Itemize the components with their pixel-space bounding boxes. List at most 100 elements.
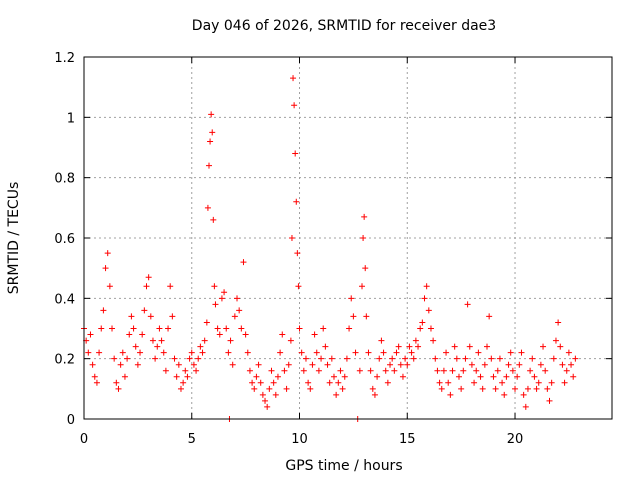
data-point xyxy=(281,367,288,374)
data-point xyxy=(315,367,322,374)
data-point xyxy=(436,379,443,386)
data-point xyxy=(115,385,122,392)
data-point xyxy=(531,373,538,380)
data-point xyxy=(563,367,570,374)
data-point xyxy=(350,313,357,320)
data-point xyxy=(572,355,579,362)
data-point xyxy=(339,385,346,392)
data-point xyxy=(128,313,135,320)
data-point xyxy=(464,301,471,308)
data-point xyxy=(300,367,307,374)
data-point xyxy=(117,361,124,368)
data-point xyxy=(291,102,298,109)
data-point xyxy=(440,367,447,374)
data-point xyxy=(119,349,126,356)
data-point xyxy=(417,325,424,332)
data-point xyxy=(561,379,568,386)
data-point xyxy=(369,385,376,392)
data-point xyxy=(565,349,572,356)
data-point xyxy=(246,367,253,374)
data-point xyxy=(399,373,406,380)
data-point xyxy=(180,379,187,386)
data-point xyxy=(182,367,189,374)
data-point xyxy=(149,337,156,344)
data-point xyxy=(484,343,491,350)
data-point xyxy=(447,391,454,398)
data-point xyxy=(412,337,419,344)
data-point xyxy=(218,295,225,302)
data-point xyxy=(199,349,206,356)
data-point xyxy=(205,162,212,169)
data-point xyxy=(494,367,501,374)
data-point xyxy=(380,349,387,356)
data-point xyxy=(162,367,169,374)
data-point xyxy=(404,361,411,368)
data-point xyxy=(89,361,96,368)
data-points xyxy=(81,75,579,422)
data-point xyxy=(207,138,214,145)
data-point xyxy=(389,355,396,362)
data-point xyxy=(356,367,363,374)
data-point xyxy=(270,379,277,386)
grid-lines xyxy=(84,57,612,419)
data-point xyxy=(147,313,154,320)
data-point xyxy=(451,343,458,350)
data-point xyxy=(266,385,273,392)
data-point xyxy=(184,373,191,380)
data-point xyxy=(227,337,234,344)
axis-ticks xyxy=(83,56,612,420)
data-point xyxy=(272,391,279,398)
data-point xyxy=(139,331,146,338)
data-point xyxy=(145,274,152,281)
data-point xyxy=(274,373,281,380)
data-point xyxy=(137,349,144,356)
data-point xyxy=(512,385,519,392)
data-point xyxy=(537,361,544,368)
data-point xyxy=(167,283,174,290)
data-point xyxy=(533,385,540,392)
data-point xyxy=(324,361,331,368)
data-point xyxy=(406,343,413,350)
y-tick-label: 0.8 xyxy=(54,172,75,187)
data-point xyxy=(475,349,482,356)
data-point xyxy=(481,361,488,368)
data-point xyxy=(393,349,400,356)
data-point xyxy=(255,361,262,368)
data-point xyxy=(296,325,303,332)
data-point xyxy=(165,325,172,332)
data-point xyxy=(471,379,478,386)
data-point xyxy=(550,355,557,362)
data-point xyxy=(415,343,422,350)
data-point xyxy=(302,355,309,362)
data-point xyxy=(527,367,534,374)
data-point xyxy=(518,349,525,356)
data-point xyxy=(208,111,215,118)
data-point xyxy=(402,355,409,362)
data-point xyxy=(113,379,120,386)
data-point xyxy=(570,373,577,380)
data-point xyxy=(548,379,555,386)
data-point xyxy=(524,385,531,392)
data-point xyxy=(341,373,348,380)
data-point xyxy=(298,349,305,356)
x-tick-label: 5 xyxy=(188,432,196,447)
x-tick-label: 20 xyxy=(507,432,524,447)
data-point xyxy=(177,385,184,392)
data-point xyxy=(542,367,549,374)
data-point xyxy=(264,403,271,410)
data-point xyxy=(318,355,325,362)
data-point xyxy=(544,385,551,392)
data-point xyxy=(382,367,389,374)
data-point xyxy=(466,343,473,350)
data-point xyxy=(360,235,367,241)
data-point xyxy=(346,325,353,332)
data-point xyxy=(462,355,469,362)
data-point xyxy=(488,355,495,362)
data-point xyxy=(244,349,251,356)
data-point xyxy=(288,235,295,241)
y-tick-label: 0.2 xyxy=(54,353,75,368)
data-point xyxy=(186,355,193,362)
data-point xyxy=(326,379,333,386)
y-tick-label: 0.4 xyxy=(54,292,75,307)
data-point xyxy=(552,337,559,344)
